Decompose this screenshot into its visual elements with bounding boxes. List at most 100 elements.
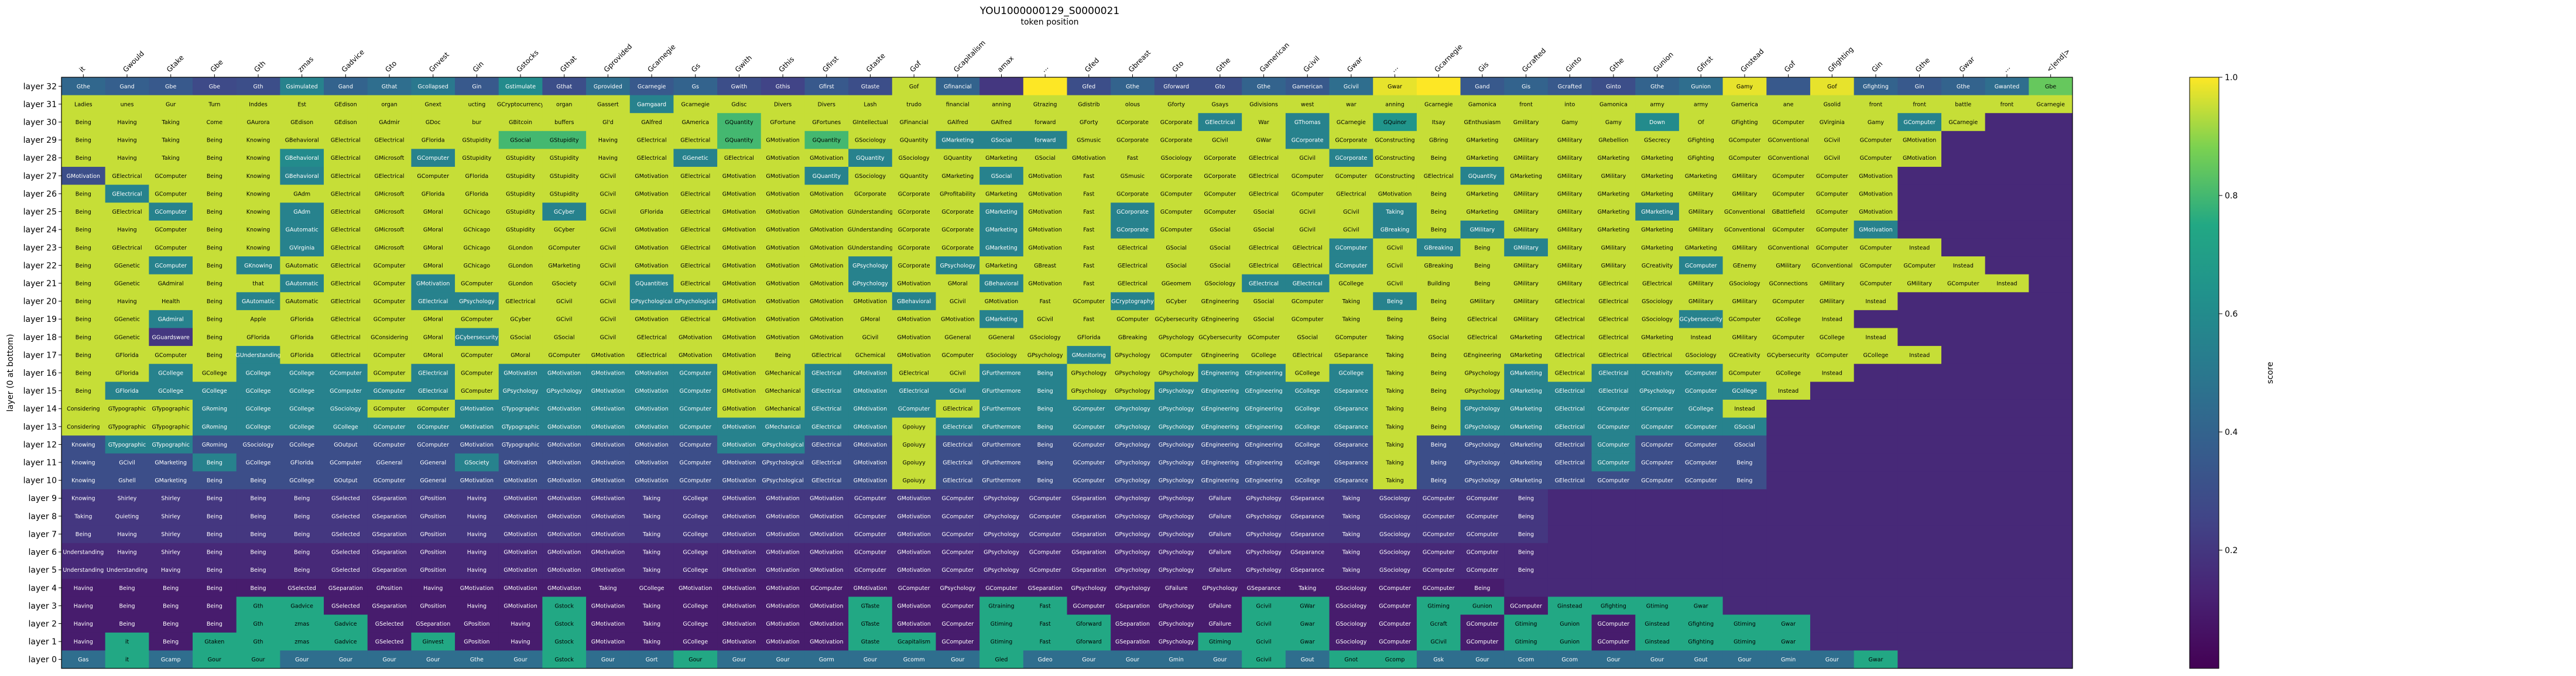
cell-label: GFlorida: [465, 173, 489, 180]
cell-label: Ginstead: [1645, 621, 1669, 627]
cell-label: GTypographic: [152, 442, 189, 448]
cell-label: GBehavioral: [285, 155, 319, 162]
cell-label: Being: [207, 245, 222, 251]
heatmap-cell: [1154, 292, 1199, 311]
heatmap-cell: [1985, 453, 2029, 472]
y-tick-label: layer 16: [23, 369, 57, 378]
heatmap-cell: [1678, 543, 1724, 561]
cell-label: GConventional: [1724, 227, 1765, 234]
heatmap-cell: [1854, 346, 1898, 365]
heatmap-cell: [1198, 184, 1242, 203]
cell-label: GSeparation: [372, 531, 407, 538]
heatmap-cell: [848, 363, 893, 382]
cell-label: Being: [163, 621, 179, 627]
heatmap-cell: [1547, 543, 1592, 561]
heatmap-cell: [717, 167, 762, 186]
cell-label: Being: [1387, 298, 1403, 305]
cell-label: GElectrical: [680, 173, 710, 180]
cell-label: GMotivation: [722, 442, 756, 448]
cell-label: Being: [207, 191, 222, 197]
cell-label: GMarketing: [155, 460, 187, 466]
cell-label: GMotivation: [766, 585, 799, 592]
heatmap-cell: [2029, 615, 2073, 633]
heatmap-cell: [1285, 238, 1330, 257]
heatmap-cell: [1067, 95, 1111, 114]
cell-label: GThomas: [1294, 119, 1321, 126]
cell-label: GPsychology: [1159, 334, 1194, 341]
heatmap-cell: [1373, 113, 1417, 132]
cell-label: GMilitary: [1688, 191, 1714, 197]
cell-label: GSelected: [287, 585, 316, 592]
heatmap-cell: [367, 292, 412, 311]
cell-label: GElectrical: [375, 138, 405, 144]
heatmap-cell: [1023, 363, 1067, 382]
heatmap-cell: [498, 256, 543, 275]
heatmap-cell: [761, 77, 805, 96]
cell-label: Shirley: [161, 550, 180, 556]
heatmap-cell: [1154, 131, 1199, 149]
cell-label: GFighting: [1688, 138, 1714, 144]
cell-label: GSociology: [1642, 298, 1673, 305]
cell-label: GMotivation: [460, 406, 494, 413]
cell-label: GPsychology: [1159, 513, 1194, 520]
cell-label: GMotivation: [810, 531, 843, 538]
cell-label: GPsychology: [940, 263, 975, 269]
heatmap-cell: [979, 131, 1024, 149]
cell-label: GMotivation: [722, 550, 756, 556]
heatmap-cell: [61, 363, 106, 382]
cell-label: GPsychology: [1246, 496, 1282, 502]
heatmap-cell: [280, 292, 324, 311]
heatmap-cell: [1460, 256, 1505, 275]
heatmap-cell: [1941, 632, 1986, 651]
cell-label: GStupidity: [506, 191, 535, 197]
cell-label: Gcamp: [161, 657, 181, 663]
heatmap-cell: [1810, 256, 1855, 275]
cell-label: Gof: [1827, 84, 1837, 90]
heatmap-cell: [1285, 77, 1330, 96]
heatmap-cell: [1198, 382, 1242, 400]
heatmap-cell: [324, 292, 368, 311]
cell-label: GMilitary: [1513, 280, 1539, 287]
cell-label: Gunion: [1691, 84, 1711, 90]
y-tick-label: layer 12: [23, 440, 57, 449]
cell-label: Gthe: [1650, 84, 1664, 90]
cell-label: GCollege: [683, 550, 708, 556]
cell-label: GComputer: [155, 209, 187, 215]
cell-label: GMotivation: [766, 531, 799, 538]
cell-label: Taking: [1385, 424, 1403, 430]
cell-label: GMotivation: [591, 460, 625, 466]
heatmap-cell: [1591, 256, 1636, 275]
heatmap-cell: [1678, 382, 1724, 400]
cell-label: GComputer: [1685, 424, 1717, 430]
cell-label: Instead: [1734, 406, 1755, 413]
cell-label: Gcarnegie: [681, 101, 710, 108]
cell-label: GFurthermore: [982, 460, 1020, 466]
heatmap-cell: [1810, 292, 1855, 311]
cell-label: GMotivation: [635, 191, 668, 197]
heatmap-cell: [105, 167, 149, 186]
cell-label: GElectrical: [899, 370, 929, 377]
heatmap-cell: [1373, 149, 1417, 167]
cell-label: GCorporate: [941, 209, 974, 215]
cell-label: Being: [76, 191, 91, 197]
cell-label: GPsychology: [1465, 370, 1501, 377]
cell-label: GComputer: [1073, 298, 1105, 305]
heatmap-cell: [105, 328, 149, 346]
cell-label: GPsychology: [1246, 513, 1282, 520]
cell-label: GElectrical: [811, 478, 841, 484]
heatmap-cell: [1023, 346, 1067, 365]
heatmap-cell: [1242, 363, 1286, 382]
cell-label: GMotivation: [810, 227, 843, 234]
heatmap-cell: [367, 149, 412, 167]
cell-label: GPosition: [420, 496, 446, 502]
heatmap-cell: [193, 184, 237, 203]
cell-label: Fast: [1040, 298, 1051, 305]
heatmap-cell: [1198, 292, 1242, 311]
heatmap-cell: [455, 220, 499, 239]
heatmap-cell: [1111, 77, 1155, 96]
heatmap-cell: [498, 274, 543, 293]
heatmap-cell: [804, 238, 849, 257]
heatmap-cell: [761, 363, 805, 382]
heatmap-cell: [1897, 578, 1942, 598]
heatmap-cell: [61, 328, 106, 346]
